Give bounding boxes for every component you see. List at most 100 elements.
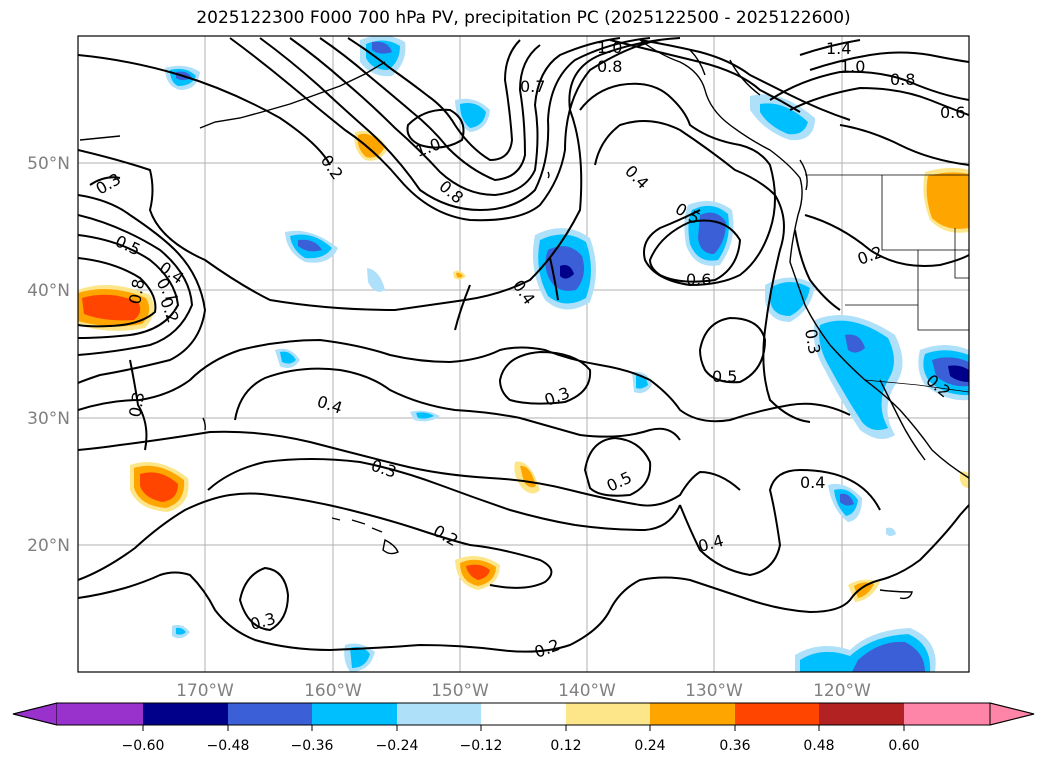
contour-label: 1.0: [840, 57, 865, 76]
colorbar-segment: [481, 703, 566, 725]
contour-1.0-north: [609, 39, 801, 113]
lat-tick-label: 20°N: [27, 536, 70, 556]
contour-0.3-west: [129, 359, 148, 451]
contour-0.2-nw: [78, 54, 331, 166]
longitude-labels: 170°W 160°W 150°W 140°W 130°W 120°W: [176, 681, 871, 701]
colorbar-segment: [312, 703, 397, 725]
colorbar-segment: [228, 703, 312, 725]
contour-0.4-short: [454, 284, 471, 331]
contour-0.7-arc: [319, 37, 541, 182]
colorbar-tick-label: −0.48: [207, 738, 250, 754]
colorbar-tick-label: −0.12: [460, 738, 503, 754]
contour-0.5-pacnw: [594, 120, 811, 423]
blob-n3: [455, 98, 490, 132]
contour-0.3-closed2: [238, 566, 290, 632]
colorbar-tick-label: −0.60: [122, 738, 165, 754]
colorbar-segment: [735, 703, 819, 725]
blob-n16: [410, 410, 440, 422]
blob-p2: [130, 461, 189, 512]
contour-0.7-ne: [789, 86, 969, 116]
colorbar-segment: [650, 703, 735, 725]
colorbar-tick-label: 0.60: [888, 738, 919, 754]
blob-n12: [828, 483, 862, 522]
blob-n1: [360, 36, 406, 77]
contour-label: 0.3: [801, 327, 824, 355]
colorbar-tick-label: 0.24: [634, 738, 665, 754]
contour-label: 0.6: [940, 103, 965, 122]
contour-1.0-closed: [406, 108, 465, 149]
contour-0.2-sw: [78, 492, 553, 589]
lat-tick-label: 50°N: [27, 154, 70, 174]
lon-tick-label: 120°W: [813, 681, 871, 701]
political-borders: [805, 174, 969, 393]
colorbar-tick-label: 0.36: [719, 738, 750, 754]
colorbar-segment: [57, 703, 143, 725]
colorbar-tick-label: −0.24: [376, 738, 419, 754]
colorbar-segment: [397, 703, 481, 725]
na-west-coast: [639, 39, 969, 479]
plot-frame: [77, 35, 970, 673]
contour-1.4-ne: [799, 39, 861, 56]
contour-0.4-pacnw: [579, 82, 776, 287]
colorbar-extend-min: [12, 702, 58, 726]
aleutian-islands: [79, 61, 386, 141]
lon-tick-label: 170°W: [176, 681, 234, 701]
small-island: [547, 171, 550, 179]
lon-tick-label: 140°W: [558, 681, 616, 701]
contour-0.4-se: [679, 468, 881, 577]
blob-n18: [367, 268, 385, 292]
us-mexico-border: [864, 379, 969, 393]
blob-n8: [813, 315, 903, 439]
contour-label: 0.8: [597, 57, 622, 76]
blob-n4: [285, 230, 338, 263]
hawaiian-islands: [331, 517, 399, 555]
contour-label: 0.4: [800, 473, 825, 492]
lat-tick-label: 40°N: [27, 281, 70, 301]
precip-positive-anomalies: [78, 130, 969, 602]
contour-label: 0.6: [686, 270, 711, 289]
contour-0.6-ne: [839, 124, 969, 166]
colorbar-tick-label: 0.12: [550, 738, 581, 754]
blob-n10: [750, 94, 815, 141]
blob-p5: [923, 167, 969, 233]
contour-0.7: [78, 234, 180, 339]
contour-0.8-north: [639, 39, 851, 121]
colorbar: −0.60 −0.48 −0.36 −0.24 −0.12 0.12 0.24 …: [12, 702, 1035, 754]
colorbar-tick-label: 0.48: [803, 738, 834, 754]
lon-tick-label: 150°W: [431, 681, 489, 701]
contour-0.2-ne: [804, 214, 969, 267]
contour-0.4-west: [78, 214, 194, 356]
contour-0.3: [78, 37, 681, 312]
contour-0.4-mid2: [234, 367, 681, 441]
contour-0.8-arc: [347, 37, 521, 162]
blob-p7: [848, 579, 880, 602]
pv-contours: [78, 37, 969, 653]
blob-p1: [78, 285, 154, 331]
blob-p3: [455, 556, 500, 590]
map-title: 2025122300 F000 700 hPa PV, precipitatio…: [196, 8, 851, 28]
blob-p4: [354, 130, 388, 161]
colorbar-segment: [904, 703, 990, 725]
latitude-labels: 20°N 30°N 40°N 50°N: [27, 154, 70, 556]
lon-tick-label: 160°W: [304, 681, 362, 701]
colorbar-segment: [819, 703, 904, 725]
blob-p9: [960, 471, 969, 488]
revillagigedo-islands: [879, 589, 913, 600]
blob-n17: [172, 624, 190, 639]
lat-tick-label: 30°N: [27, 409, 70, 429]
contour-0.5-west: [78, 194, 207, 384]
contour-label: 0.7: [520, 77, 545, 96]
baja-peninsula: [879, 379, 926, 461]
contour-label: 0.8: [890, 70, 915, 89]
lon-tick-label: 130°W: [685, 681, 743, 701]
contour-0.6-closed: [648, 219, 742, 283]
contour-0.8: [78, 257, 157, 328]
contour-0.2-sw2: [78, 504, 969, 653]
contour-label: 1.4: [826, 39, 851, 58]
contour-0.5-closed2: [583, 436, 652, 497]
contour-label: 1.0: [597, 38, 622, 57]
blob-n19: [886, 527, 896, 536]
colorbar-tick-label: −0.36: [291, 738, 334, 754]
colorbar-segment: [566, 703, 650, 725]
